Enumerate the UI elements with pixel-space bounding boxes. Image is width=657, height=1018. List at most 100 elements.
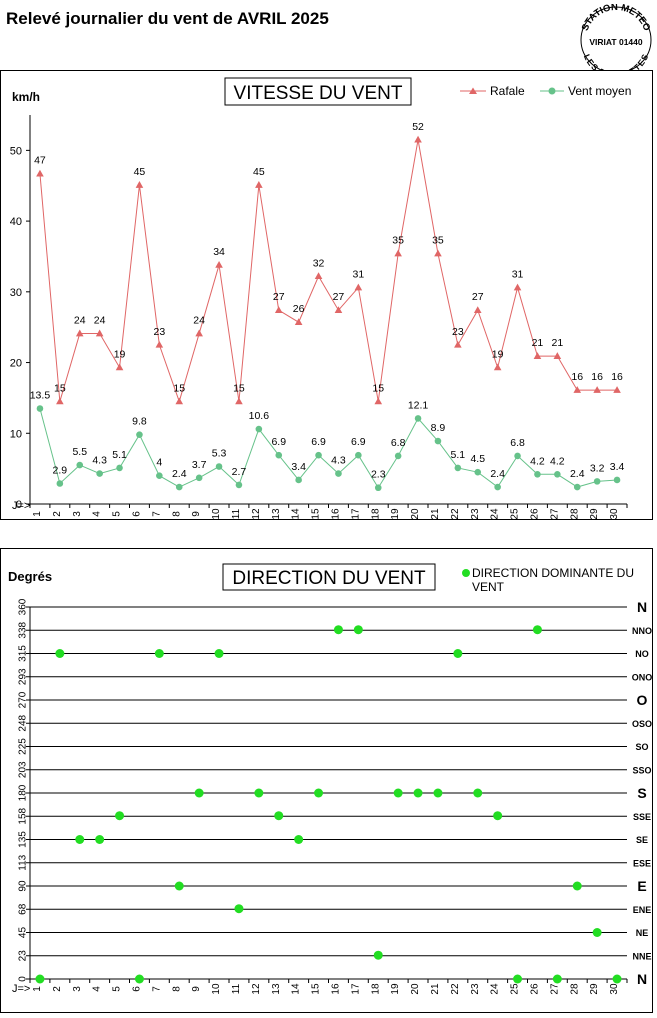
rafale-data-label: 21 [552, 337, 564, 349]
moyen-data-label: 6.9 [351, 436, 366, 448]
direction-point [373, 950, 383, 960]
speed-y-tick-label: 10 [10, 428, 22, 440]
direction-x-tick-label: 17 [350, 983, 361, 995]
moyen-point [573, 483, 581, 491]
rafale-data-label: 27 [333, 291, 345, 303]
rafale-point [414, 135, 422, 143]
compass-label: SO [635, 742, 648, 752]
speed-x-tick-label: 4 [92, 511, 103, 517]
direction-point [154, 649, 164, 658]
direction-y-tick-label: 90 [18, 880, 29, 892]
moyen-point [116, 464, 123, 472]
rafale-point [334, 306, 343, 314]
moyen-point [235, 481, 243, 489]
legend-moyen-label: Vent moyen [568, 84, 631, 98]
moyen-point [136, 431, 143, 438]
legend-direction-marker [462, 569, 470, 577]
moyen-data-label: 9.8 [132, 416, 147, 428]
moyen-point [156, 472, 163, 480]
direction-xlabel: J=> [12, 983, 30, 995]
rafale-point [613, 386, 621, 393]
speed-x-tick-label: 26 [529, 508, 540, 520]
direction-y-tick-label: 180 [18, 784, 29, 801]
moyen-data-label: 3.4 [610, 461, 625, 473]
speed-title: VITESSE DU VENT [234, 83, 403, 104]
direction-point [333, 625, 343, 635]
speed-x-tick-label: 14 [291, 508, 302, 520]
direction-point [393, 788, 403, 798]
direction-y-tick-label: 338 [18, 621, 29, 638]
speed-x-tick-label: 5 [112, 511, 123, 517]
speed-x-tick-label: 20 [410, 508, 421, 520]
rafale-point [473, 306, 482, 314]
direction-y-tick-label: 360 [18, 598, 29, 615]
page-title: Relevé journalier du vent de AVRIL 2025 [6, 9, 329, 28]
speed-x-tick-label: 21 [430, 508, 441, 520]
direction-y-tick-label: 113 [18, 854, 29, 870]
direction-x-tick-label: 20 [410, 983, 421, 995]
direction-x-tick-label: 13 [271, 983, 282, 995]
rafale-point [374, 397, 383, 405]
rafale-data-label: 15 [173, 382, 185, 394]
moyen-point [434, 437, 442, 445]
speed-x-tick-label: 23 [470, 508, 481, 520]
rafale-point [115, 363, 124, 371]
direction-point [513, 974, 523, 984]
rafale-data-label: 34 [213, 246, 225, 258]
direction-point [174, 881, 184, 891]
direction-y-tick-label: 0 [18, 976, 29, 982]
speed-x-tick-label: 28 [569, 508, 580, 520]
moyen-point [255, 425, 263, 433]
moyen-point [56, 480, 64, 487]
moyen-data-label: 4 [156, 457, 162, 469]
speed-y-tick-label: 50 [10, 145, 22, 157]
speed-title-box [224, 77, 412, 106]
direction-y-tick-label: 203 [18, 761, 29, 778]
moyen-data-label: 5.1 [451, 449, 466, 461]
moyen-point [195, 474, 203, 482]
speed-x-tick-label: 22 [450, 508, 461, 520]
direction-x-tick-label: 16 [330, 983, 341, 995]
legend-moyen-marker [548, 87, 556, 95]
moyen-point [215, 463, 223, 470]
direction-x-tick-label: 9 [191, 986, 202, 992]
speed-x-tick-label: 3 [72, 511, 83, 517]
direction-point [35, 974, 45, 984]
moyen-data-label: 5.5 [72, 446, 87, 458]
direction-point [55, 649, 65, 658]
rafale-data-label: 27 [273, 291, 285, 303]
speed-x-tick-label: 24 [490, 508, 501, 520]
rafale-point [314, 272, 323, 280]
speed-x-tick-label: 9 [191, 511, 202, 517]
speed-y-tick-label: 40 [10, 216, 22, 228]
rafale-data-label: 19 [492, 348, 504, 360]
rafale-point [454, 340, 462, 348]
compass-label: E [637, 878, 646, 894]
moyen-data-label: 4.3 [92, 455, 107, 467]
rafale-data-label: 47 [34, 155, 46, 167]
direction-x-tick-label: 14 [291, 983, 302, 995]
compass-label: O [637, 692, 648, 708]
speed-x-tick-label: 17 [350, 508, 361, 520]
direction-x-tick-label: 30 [609, 983, 620, 995]
compass-label: NNO [632, 626, 652, 636]
direction-y-tick-label: 248 [18, 714, 29, 731]
compass-label: NNE [632, 951, 651, 961]
direction-x-tick-label: 23 [470, 983, 481, 995]
rafale-point [155, 340, 164, 348]
moyen-data-label: 6.9 [311, 436, 326, 448]
rafale-data-label: 19 [114, 348, 126, 360]
rafale-data-label: 45 [134, 166, 146, 178]
rafale-point [255, 181, 263, 188]
speed-x-tick-label: 6 [131, 511, 142, 517]
direction-point [552, 974, 562, 984]
rafale-data-label: 23 [154, 326, 166, 338]
rafale-data-label: 35 [392, 235, 404, 247]
direction-point [413, 788, 423, 798]
speed-x-tick-label: 27 [549, 508, 560, 520]
direction-x-tick-label: 4 [92, 986, 103, 992]
moyen-data-label: 3.2 [590, 462, 605, 474]
speed-x-tick-label: 30 [609, 508, 620, 520]
